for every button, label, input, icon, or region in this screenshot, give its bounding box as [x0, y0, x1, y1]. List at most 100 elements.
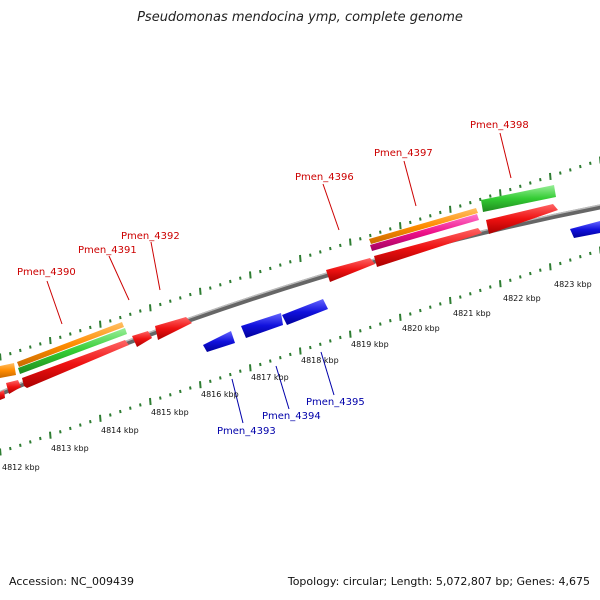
minor-tick	[429, 214, 432, 218]
minor-tick	[259, 362, 262, 367]
minor-tick	[219, 376, 222, 380]
minor-tick	[189, 292, 192, 297]
scale-label: 4819 kbp	[351, 340, 389, 349]
major-tick	[349, 238, 352, 246]
major-tick	[549, 172, 552, 180]
minor-tick	[489, 285, 492, 289]
minor-tick	[129, 312, 132, 316]
gene-label: Pmen_4394	[262, 411, 321, 422]
minor-tick	[229, 372, 232, 377]
scale-label: 4813 kbp	[51, 444, 89, 453]
minor-tick	[89, 420, 92, 424]
genome-summary-text: Topology: circular; Length: 5,072,807 bp…	[287, 575, 590, 588]
minor-tick	[309, 345, 312, 350]
minor-tick	[159, 302, 162, 307]
major-tick	[499, 280, 502, 288]
gene-label: Pmen_4392	[121, 231, 180, 242]
scale-label: 4818 kbp	[301, 356, 339, 365]
minor-tick	[39, 342, 42, 346]
outer-tick-track	[0, 156, 600, 361]
major-tick	[199, 381, 202, 389]
minor-tick	[389, 227, 392, 231]
minor-tick	[79, 423, 82, 427]
scale-label: 4823 kbp	[554, 280, 592, 289]
reverse-cds-track	[203, 221, 600, 352]
minor-tick	[439, 210, 442, 215]
scale-label: 4820 kbp	[402, 324, 440, 333]
minor-tick	[239, 369, 242, 373]
minor-tick	[39, 436, 42, 441]
minor-tick	[379, 322, 382, 326]
major-tick	[399, 313, 402, 321]
minor-tick	[409, 220, 412, 225]
scale-label: 4812 kbp	[2, 463, 40, 472]
pink-feature	[370, 214, 479, 251]
minor-tick	[469, 292, 472, 296]
minor-tick	[269, 359, 272, 363]
minor-tick	[289, 260, 292, 264]
minor-tick	[129, 406, 132, 410]
major-tick	[99, 414, 102, 422]
cds-arrow-reverse	[241, 313, 283, 338]
reverse-gene-leaders	[231, 351, 335, 424]
minor-tick	[79, 329, 82, 333]
minor-tick	[569, 258, 572, 262]
scale-label: 4817 kbp	[251, 373, 289, 382]
scale-label: 4822 kbp	[503, 294, 541, 303]
page-title: Pseudomonas mendocina ymp, complete geno…	[137, 10, 463, 25]
minor-tick	[419, 217, 422, 221]
scale-label: 4814 kbp	[101, 426, 139, 435]
minor-tick	[329, 339, 332, 343]
major-tick	[49, 431, 52, 439]
minor-tick	[359, 329, 362, 333]
minor-tick	[539, 268, 542, 272]
forward-gene-leaders	[46, 132, 512, 325]
minor-tick	[569, 168, 572, 172]
minor-tick	[19, 443, 22, 447]
scale-labels: 4812 kbp 4813 kbp 4814 kbp 4815 kbp 4816…	[2, 280, 592, 472]
minor-tick	[529, 181, 532, 185]
minor-tick	[339, 243, 342, 248]
minor-tick	[309, 253, 312, 257]
cds-arrow-forward	[326, 258, 375, 282]
minor-tick	[119, 315, 122, 320]
minor-tick	[29, 440, 32, 444]
minor-tick	[579, 255, 582, 259]
minor-tick	[439, 302, 442, 306]
minor-tick	[329, 246, 332, 251]
minor-tick	[169, 299, 172, 303]
minor-tick	[459, 295, 462, 299]
orange-feature-track	[0, 208, 478, 378]
minor-tick	[509, 187, 512, 192]
minor-tick	[89, 325, 92, 330]
minor-tick	[409, 312, 412, 316]
minor-tick	[209, 286, 212, 290]
minor-tick	[379, 230, 382, 234]
green-feature-track	[18, 185, 556, 374]
minor-tick	[269, 266, 272, 271]
minor-tick	[69, 332, 72, 336]
minor-tick	[369, 325, 372, 330]
minor-tick	[369, 233, 372, 238]
major-tick	[0, 448, 2, 456]
minor-tick	[389, 319, 392, 323]
minor-tick	[519, 275, 522, 279]
minor-tick	[179, 296, 182, 300]
minor-tick	[579, 164, 582, 169]
minor-tick	[589, 251, 592, 256]
cds-arrow-forward	[132, 331, 152, 347]
scale-tick-track	[0, 246, 600, 456]
major-tick	[149, 397, 152, 406]
minor-tick	[259, 269, 262, 274]
green-feature	[18, 328, 127, 374]
minor-tick	[289, 352, 292, 357]
minor-tick	[119, 409, 122, 414]
minor-tick	[109, 413, 112, 417]
major-tick	[249, 364, 252, 372]
major-tick	[249, 271, 252, 279]
cds-arrow-forward	[0, 390, 5, 400]
major-tick	[299, 254, 302, 263]
cds-arrow-reverse	[203, 331, 235, 352]
minor-tick	[139, 309, 142, 313]
pink-feature-track	[370, 214, 479, 251]
